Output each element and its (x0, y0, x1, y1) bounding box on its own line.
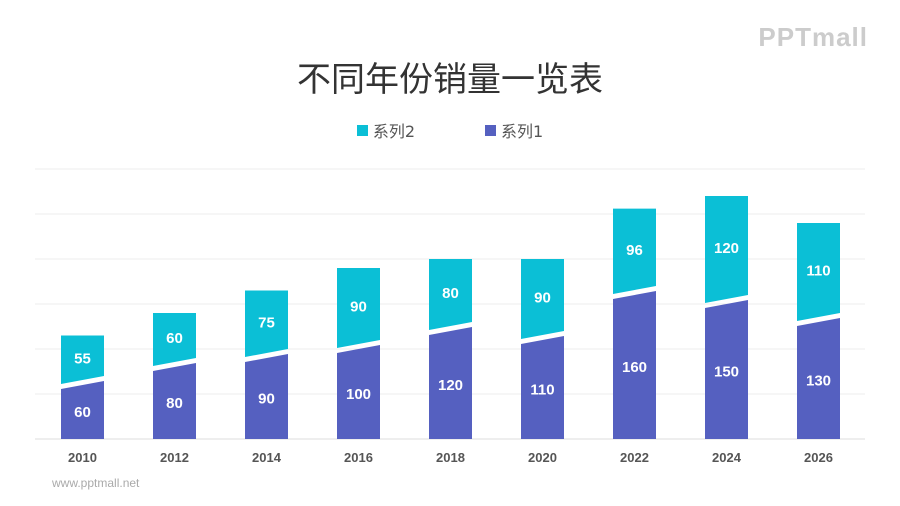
bar-series1 (337, 345, 380, 439)
data-label: 100 (346, 386, 371, 403)
data-label: 150 (714, 364, 739, 381)
bar-series1 (797, 318, 840, 439)
bar-series1 (705, 300, 748, 439)
x-tick-label: 2024 (712, 450, 742, 465)
chart-title: 不同年份销量一览表 (297, 60, 603, 100)
bar-series1 (521, 336, 564, 439)
data-label: 160 (622, 359, 647, 376)
x-tick-label: 2020 (528, 450, 557, 465)
legend-label: 系列1 (501, 122, 544, 141)
x-tick-label: 2012 (160, 450, 189, 465)
data-label: 130 (806, 373, 831, 390)
data-label: 75 (258, 314, 275, 331)
x-tick-label: 2016 (344, 450, 373, 465)
legend-item-series1: 系列1 (485, 118, 543, 142)
legend-item-series2: 系列2 (356, 118, 415, 142)
data-label: 120 (714, 240, 739, 257)
bar-series2 (429, 259, 472, 330)
x-tick-label: 2010 (68, 450, 97, 465)
bar-series2 (613, 208, 656, 294)
bar-series2 (521, 259, 564, 339)
data-label: 60 (166, 330, 183, 347)
data-label: 80 (166, 395, 183, 412)
data-label: 55 (74, 350, 91, 367)
bar-series2 (337, 268, 380, 348)
x-tick-label: 2026 (804, 450, 833, 465)
data-label: 120 (438, 377, 463, 394)
data-label: 80 (442, 285, 459, 302)
data-label: 110 (806, 263, 830, 280)
bar-series2 (705, 196, 748, 303)
legend-swatch (485, 124, 496, 136)
bar-series2 (61, 335, 104, 384)
data-label: 90 (258, 391, 275, 408)
website-url: www.pptmall.net (52, 476, 140, 490)
bar-series2 (153, 313, 196, 366)
legend-label: 系列2 (372, 122, 415, 141)
bar-series2 (797, 223, 840, 321)
data-label: 60 (74, 404, 91, 421)
x-tick-label: 2018 (436, 450, 465, 465)
bar-series1 (613, 291, 656, 439)
data-label: 90 (350, 299, 367, 316)
bar-series1 (153, 363, 196, 439)
data-label: 110 (530, 382, 554, 399)
x-tick-label: 2014 (252, 450, 282, 465)
bar-series1 (61, 381, 104, 439)
bar-series2 (245, 290, 288, 357)
data-label: 90 (534, 290, 551, 307)
data-label: 96 (626, 242, 643, 259)
bar-series1 (245, 354, 288, 439)
logo: PPTmall (758, 22, 868, 52)
legend-swatch (356, 124, 368, 136)
legend: 系列2 系列1 (0, 118, 900, 142)
x-tick-label: 2022 (620, 450, 649, 465)
bar-series1 (429, 327, 472, 439)
